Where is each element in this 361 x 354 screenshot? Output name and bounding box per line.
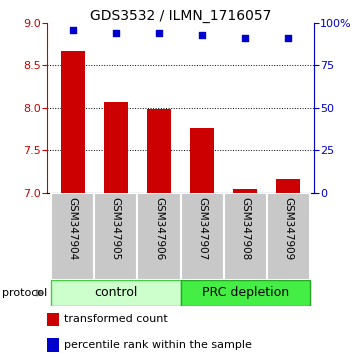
Point <box>242 35 248 41</box>
Text: control: control <box>94 286 138 299</box>
Text: GSM347904: GSM347904 <box>68 197 78 261</box>
Point <box>70 27 76 33</box>
Bar <box>190 129 214 193</box>
Bar <box>51 193 94 280</box>
Bar <box>94 193 138 280</box>
Text: GSM347909: GSM347909 <box>283 197 293 261</box>
Bar <box>180 193 223 280</box>
Bar <box>61 51 84 193</box>
Bar <box>233 189 257 193</box>
Point <box>285 35 291 41</box>
Bar <box>223 193 267 280</box>
Text: GSM347905: GSM347905 <box>111 197 121 261</box>
Text: PRC depletion: PRC depletion <box>201 286 289 299</box>
Bar <box>47 338 59 352</box>
Bar <box>180 280 310 306</box>
Bar <box>147 109 171 193</box>
Text: percentile rank within the sample: percentile rank within the sample <box>64 340 252 350</box>
Text: protocol: protocol <box>2 288 47 298</box>
Point <box>199 32 205 38</box>
Bar <box>51 280 180 306</box>
Text: GDS3532 / ILMN_1716057: GDS3532 / ILMN_1716057 <box>90 9 271 23</box>
Bar <box>138 193 180 280</box>
Bar <box>277 179 300 193</box>
Bar <box>47 313 59 326</box>
Point <box>113 30 119 36</box>
Text: GSM347906: GSM347906 <box>154 197 164 261</box>
Point <box>156 30 162 36</box>
Text: GSM347907: GSM347907 <box>197 197 207 261</box>
Bar <box>267 193 310 280</box>
Text: GSM347908: GSM347908 <box>240 197 250 261</box>
Bar <box>104 102 128 193</box>
Text: transformed count: transformed count <box>64 314 168 325</box>
